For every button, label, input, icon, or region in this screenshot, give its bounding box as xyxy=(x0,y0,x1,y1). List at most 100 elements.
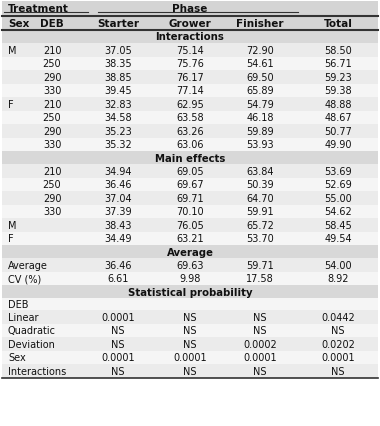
Text: 48.67: 48.67 xyxy=(324,113,352,123)
Text: 54.79: 54.79 xyxy=(246,100,274,109)
Text: 290: 290 xyxy=(43,72,61,83)
Bar xyxy=(2,272,378,285)
Text: 32.83: 32.83 xyxy=(104,100,132,109)
Text: Average: Average xyxy=(8,260,48,270)
Text: 50.77: 50.77 xyxy=(324,127,352,136)
Bar xyxy=(2,31,378,44)
Bar xyxy=(2,298,378,310)
Bar xyxy=(2,138,378,152)
Bar xyxy=(2,98,378,111)
Text: 58.45: 58.45 xyxy=(324,220,352,230)
Text: 70.10: 70.10 xyxy=(176,207,204,217)
Text: NS: NS xyxy=(183,366,197,376)
Text: NS: NS xyxy=(111,339,125,349)
Text: M: M xyxy=(8,46,16,56)
Text: Treatment: Treatment xyxy=(8,4,69,14)
Text: Sex: Sex xyxy=(8,19,29,29)
Text: Starter: Starter xyxy=(97,19,139,29)
Text: 330: 330 xyxy=(43,140,61,150)
Text: 63.58: 63.58 xyxy=(176,113,204,123)
Text: Statistical probability: Statistical probability xyxy=(128,287,252,297)
Text: 56.71: 56.71 xyxy=(324,59,352,69)
Text: NS: NS xyxy=(253,325,267,335)
Text: 49.54: 49.54 xyxy=(324,234,352,244)
Text: 59.38: 59.38 xyxy=(324,86,352,96)
Text: M: M xyxy=(8,220,16,230)
Text: Quadratic: Quadratic xyxy=(8,325,56,335)
Text: 77.14: 77.14 xyxy=(176,86,204,96)
Text: 34.58: 34.58 xyxy=(104,113,132,123)
Text: 50.39: 50.39 xyxy=(246,180,274,190)
Text: 76.17: 76.17 xyxy=(176,72,204,83)
Text: 46.18: 46.18 xyxy=(246,113,274,123)
Text: 63.84: 63.84 xyxy=(246,167,274,176)
Text: 17.58: 17.58 xyxy=(246,273,274,284)
Text: 59.91: 59.91 xyxy=(246,207,274,217)
Text: 63.26: 63.26 xyxy=(176,127,204,136)
Text: Interactions: Interactions xyxy=(8,366,66,376)
Text: Average: Average xyxy=(166,247,214,257)
Text: 54.62: 54.62 xyxy=(324,207,352,217)
Text: 0.0202: 0.0202 xyxy=(321,339,355,349)
Bar xyxy=(2,259,378,272)
Text: 76.05: 76.05 xyxy=(176,220,204,230)
Bar xyxy=(2,232,378,245)
Bar xyxy=(2,285,378,298)
Text: NS: NS xyxy=(253,312,267,322)
Text: 0.0002: 0.0002 xyxy=(243,339,277,349)
Bar xyxy=(2,324,378,337)
Text: 37.05: 37.05 xyxy=(104,46,132,56)
Text: 69.63: 69.63 xyxy=(176,260,204,270)
Text: 75.76: 75.76 xyxy=(176,59,204,69)
Text: 38.85: 38.85 xyxy=(104,72,132,83)
Text: NS: NS xyxy=(253,366,267,376)
Text: 0.0001: 0.0001 xyxy=(243,352,277,363)
Text: 69.05: 69.05 xyxy=(176,167,204,176)
Text: 210: 210 xyxy=(43,100,61,109)
Bar xyxy=(2,245,378,259)
Text: Sex: Sex xyxy=(8,352,26,363)
Text: Grower: Grower xyxy=(169,19,211,29)
Text: 330: 330 xyxy=(43,207,61,217)
Text: 250: 250 xyxy=(43,59,61,69)
Bar xyxy=(2,71,378,84)
Text: NS: NS xyxy=(183,339,197,349)
Text: 8.92: 8.92 xyxy=(327,273,349,284)
Text: DEB: DEB xyxy=(40,19,64,29)
Text: CV (%): CV (%) xyxy=(8,273,41,284)
Text: 0.0001: 0.0001 xyxy=(321,352,355,363)
Bar xyxy=(2,17,378,31)
Text: 48.88: 48.88 xyxy=(324,100,352,109)
Text: 330: 330 xyxy=(43,86,61,96)
Text: 59.89: 59.89 xyxy=(246,127,274,136)
Text: Interactions: Interactions xyxy=(155,32,225,43)
Text: 36.46: 36.46 xyxy=(104,180,132,190)
Bar xyxy=(2,192,378,205)
Text: Phase: Phase xyxy=(172,4,208,14)
Text: 63.21: 63.21 xyxy=(176,234,204,244)
Text: 53.93: 53.93 xyxy=(246,140,274,150)
Text: 35.23: 35.23 xyxy=(104,127,132,136)
Text: 39.45: 39.45 xyxy=(104,86,132,96)
Text: 75.14: 75.14 xyxy=(176,46,204,56)
Text: 54.00: 54.00 xyxy=(324,260,352,270)
Text: 9.98: 9.98 xyxy=(179,273,201,284)
Text: 34.49: 34.49 xyxy=(104,234,132,244)
Text: 38.35: 38.35 xyxy=(104,59,132,69)
Text: Total: Total xyxy=(323,19,352,29)
Text: 0.0001: 0.0001 xyxy=(173,352,207,363)
Text: F: F xyxy=(8,234,14,244)
Text: 53.70: 53.70 xyxy=(246,234,274,244)
Text: Finisher: Finisher xyxy=(236,19,284,29)
Text: 37.04: 37.04 xyxy=(104,193,132,203)
Bar xyxy=(2,310,378,324)
Bar xyxy=(2,164,378,178)
Text: 62.95: 62.95 xyxy=(176,100,204,109)
Text: 290: 290 xyxy=(43,127,61,136)
Text: 36.46: 36.46 xyxy=(104,260,132,270)
Text: NS: NS xyxy=(331,366,345,376)
Text: 65.72: 65.72 xyxy=(246,220,274,230)
Text: 210: 210 xyxy=(43,46,61,56)
Text: 64.70: 64.70 xyxy=(246,193,274,203)
Text: 65.89: 65.89 xyxy=(246,86,274,96)
